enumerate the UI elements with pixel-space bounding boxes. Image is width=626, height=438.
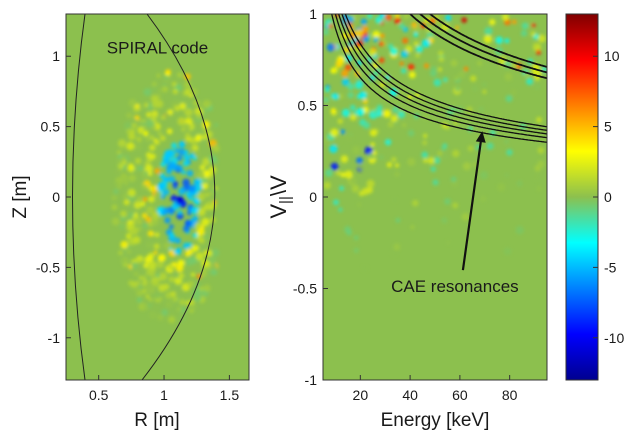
right-panel: 20 40 60 80 1 0.5 0 -0.5 -1 CAE resonances Energ… xyxy=(266,6,548,431)
colorbar-tick-label: 0 xyxy=(604,189,612,205)
right-x-axis-label: Energy [keV] xyxy=(381,410,490,431)
x-tick-label: 1 xyxy=(160,387,168,403)
cae-arrow-head xyxy=(475,131,486,143)
resonance-curve xyxy=(331,14,547,143)
x-tick-label: 1.5 xyxy=(220,387,240,403)
y-tick-label: 1 xyxy=(309,6,317,22)
right-axis-ticks: 20 40 60 80 1 0.5 0 -0.5 -1 xyxy=(293,6,518,403)
y-tick-label: 0 xyxy=(309,189,317,205)
y-tick-label: -1 xyxy=(305,372,318,388)
cae-resonances-annotation: CAE resonances xyxy=(391,277,519,296)
y-tick-label: 0 xyxy=(52,189,60,205)
x-tick-label: 20 xyxy=(353,387,369,403)
left-panel: 0.5 1 1.5 1 0.5 0 -0.5 -1 SPIRAL code R [m] Z [… xyxy=(10,13,250,431)
cae-arrow-shaft xyxy=(461,141,482,271)
left-y-axis-label: Z [m] xyxy=(10,175,31,218)
ylabel-v: V xyxy=(266,204,291,219)
colorbar-tick-label: -5 xyxy=(604,259,617,275)
colorbar: 10 5 0 -5 -10 xyxy=(565,13,624,381)
x-tick-label: 80 xyxy=(502,387,518,403)
left-x-axis-label: R [m] xyxy=(134,410,179,431)
resonance-curve xyxy=(344,14,547,128)
resonance-curves xyxy=(331,14,547,143)
resonance-curve xyxy=(429,14,547,68)
colorbar-ticks: 10 5 0 -5 -10 xyxy=(593,48,624,346)
x-tick-label: 60 xyxy=(452,387,468,403)
left-boundary-curve-inner xyxy=(72,14,86,380)
y-tick-label: 1 xyxy=(52,48,60,64)
colorbar-tick-label: 5 xyxy=(604,119,612,135)
resonance-curve xyxy=(338,14,547,135)
resonance-curve xyxy=(341,14,547,132)
resonance-curve xyxy=(334,14,547,139)
x-tick-label: 0.5 xyxy=(89,387,109,403)
colorbar-tick-label: -10 xyxy=(604,330,624,346)
ylabel-rest: \V xyxy=(266,175,291,196)
colorbar-gradient xyxy=(566,14,598,380)
y-tick-label: -1 xyxy=(48,330,61,346)
y-tick-label: 0.5 xyxy=(298,98,318,114)
left-axis-ticks: 0.5 1 1.5 1 0.5 0 -0.5 -1 xyxy=(36,48,239,403)
colorbar-tick-label: 10 xyxy=(604,48,620,64)
svg-text:V||\V: V||\V xyxy=(266,175,294,219)
ylabel-parallel-sub: || xyxy=(277,196,294,204)
x-tick-label: 40 xyxy=(402,387,418,403)
right-y-axis-label: V||\V xyxy=(266,175,294,219)
y-tick-label: -0.5 xyxy=(36,259,60,275)
spiral-code-annotation: SPIRAL code xyxy=(107,38,208,57)
y-tick-label: 0.5 xyxy=(41,119,61,135)
left-boundary-curve-outer xyxy=(141,14,216,380)
y-tick-label: -0.5 xyxy=(293,281,317,297)
resonance-curve xyxy=(409,14,547,80)
resonance-curve xyxy=(419,14,547,74)
